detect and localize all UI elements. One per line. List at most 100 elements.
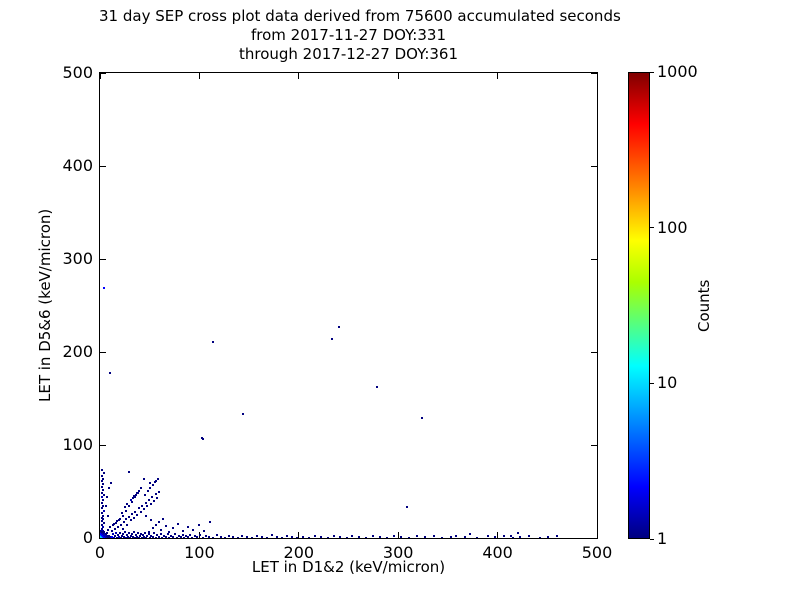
data-point	[241, 535, 244, 538]
data-point	[149, 535, 152, 538]
data-point	[145, 535, 148, 538]
data-point	[475, 537, 478, 538]
data-point	[159, 528, 162, 531]
colorbar-tick	[650, 538, 654, 540]
data-point	[151, 536, 154, 538]
data-point	[486, 535, 489, 538]
x-tick	[397, 532, 399, 538]
data-point	[181, 529, 184, 532]
y-tick	[591, 444, 597, 446]
data-point	[100, 485, 103, 488]
data-point	[113, 535, 116, 538]
data-point	[127, 532, 130, 535]
x-tick-label: 100	[184, 543, 215, 562]
data-point	[109, 482, 112, 485]
data-point	[154, 524, 157, 527]
data-point	[138, 535, 141, 538]
data-point	[265, 537, 268, 538]
x-tick-label: 400	[482, 543, 513, 562]
data-point	[167, 537, 170, 538]
data-point	[122, 521, 125, 524]
data-point	[509, 535, 512, 538]
data-point	[198, 524, 201, 527]
data-point	[141, 534, 144, 537]
data-point	[144, 514, 147, 517]
data-point	[110, 536, 113, 538]
data-point	[100, 480, 103, 483]
x-tick	[100, 73, 101, 79]
y-tick	[591, 73, 597, 74]
data-point	[100, 520, 103, 523]
data-point	[120, 511, 123, 514]
y-tick	[100, 73, 106, 74]
data-point	[124, 518, 127, 521]
data-point	[151, 484, 154, 487]
data-point	[181, 534, 184, 537]
data-point	[176, 523, 179, 526]
data-point	[115, 520, 118, 523]
data-point	[106, 528, 109, 531]
x-tick	[298, 73, 300, 79]
data-point	[118, 532, 121, 535]
data-point	[162, 535, 165, 538]
data-point	[408, 537, 411, 538]
data-point	[209, 521, 212, 524]
data-point	[137, 489, 140, 492]
data-point	[121, 514, 124, 517]
data-point	[119, 537, 122, 538]
data-point	[123, 531, 126, 534]
data-point	[108, 525, 111, 528]
data-point	[146, 489, 149, 492]
data-point	[134, 494, 137, 497]
data-point	[112, 523, 115, 526]
data-point	[191, 537, 194, 538]
data-point	[139, 511, 142, 514]
data-point	[194, 535, 197, 538]
data-point	[102, 471, 105, 474]
data-point	[128, 537, 131, 538]
y-tick	[100, 165, 106, 167]
data-point	[185, 535, 188, 538]
x-tick	[198, 73, 200, 79]
data-point	[144, 501, 147, 504]
y-tick	[591, 165, 597, 167]
data-point	[406, 506, 409, 509]
y-tick-label: 0	[82, 528, 93, 547]
data-point	[256, 535, 259, 538]
y-tick-label: 200	[62, 342, 93, 361]
data-point	[147, 533, 150, 536]
plot-area	[99, 72, 598, 539]
data-point	[136, 532, 139, 535]
data-point	[130, 500, 133, 503]
data-point	[127, 515, 130, 518]
data-point	[118, 517, 121, 520]
data-point	[192, 528, 195, 531]
data-point	[100, 516, 103, 519]
colorbar-tick	[650, 71, 654, 73]
data-point	[183, 537, 186, 538]
chart-title: 31 day SEP cross plot data derived from …	[99, 7, 621, 64]
x-tick	[397, 73, 399, 79]
data-point	[212, 537, 215, 538]
data-point	[148, 537, 151, 538]
data-point	[147, 530, 150, 533]
data-point	[123, 506, 126, 509]
data-point	[111, 533, 114, 536]
data-point	[101, 498, 104, 501]
data-point	[216, 534, 219, 537]
data-point	[202, 438, 205, 441]
data-point	[100, 474, 103, 477]
data-point	[125, 534, 128, 537]
data-point	[285, 535, 288, 538]
data-point	[100, 524, 103, 527]
data-point	[251, 537, 254, 538]
colorbar-tick	[650, 227, 654, 229]
data-point	[100, 496, 103, 499]
data-point	[261, 536, 264, 538]
y-tick	[591, 351, 597, 353]
x-tick	[497, 532, 499, 538]
data-point	[440, 537, 443, 538]
data-point	[155, 534, 158, 537]
data-point	[145, 505, 148, 508]
